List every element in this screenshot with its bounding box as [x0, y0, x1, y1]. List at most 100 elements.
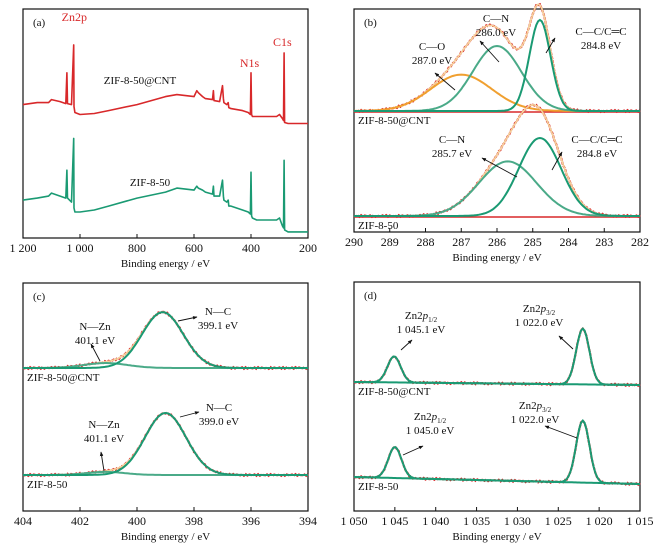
panel-label: (c) [33, 291, 46, 303]
x-tick-label: 287 [452, 235, 470, 249]
raw-data-zif-8-50 [22, 411, 309, 478]
annotation-arrow [90, 343, 101, 362]
x-tick-label: 600 [185, 241, 203, 255]
sample-label-zif-8-50: ZIF-8-50 [358, 481, 399, 493]
x-tick-label: 1 040 [422, 514, 449, 528]
x-tick-label: 282 [631, 235, 649, 249]
annotation-arrow [551, 151, 563, 171]
x-tick-label: 285 [524, 235, 542, 249]
series-line-zif-8-50 [22, 137, 308, 233]
label-main: Zn2 [523, 303, 541, 315]
x-tick-label: 400 [242, 241, 260, 255]
x-tick-label: 288 [417, 235, 435, 249]
x-tick-label: 200 [299, 241, 317, 255]
component-peak-c-c-c-c [354, 18, 640, 112]
x-tick-label: 1 025 [545, 514, 572, 528]
component-label: C—C/C═C [575, 26, 626, 38]
component-label: C—N [483, 13, 509, 25]
component-peak-n-c [23, 311, 308, 369]
component-label: N—C [205, 306, 231, 318]
peak-label-zn2p: Zn2p [62, 10, 87, 24]
component-energy-label: 284.8 eV [577, 148, 617, 160]
component-energy-label: 399.1 eV [198, 320, 238, 332]
x-tick-label: 1 035 [463, 514, 490, 528]
component-energy-label: 1 045.1 eV [397, 324, 446, 336]
x-tick-label: 1 050 [341, 514, 368, 528]
peak-label-c1s: C1s [273, 35, 292, 49]
component-peak-n-c [23, 411, 308, 476]
panel-b: 290 289 288 287 286 285 284 283 282 Binding energ… [345, 2, 649, 264]
panel-c: 404 402 400 398 396 394 Binding energy / eV (c)… [14, 282, 317, 543]
panel-label: (b) [364, 17, 377, 29]
annotation-arrow [434, 72, 456, 91]
raw-data-zif-8-50-cnt [22, 310, 309, 371]
label-italic: p [431, 411, 438, 423]
label-main: Zn2 [519, 400, 537, 412]
x-tick-label: 400 [128, 514, 146, 528]
annotation-arrow [544, 425, 578, 439]
x-axis-label: Binding energy / eV [452, 531, 541, 543]
x-tick-label: 284 [560, 235, 578, 249]
component-label: Zn2p3/2 [523, 303, 556, 317]
x-tick-label: 394 [299, 514, 317, 528]
annotation-arrow [179, 411, 200, 418]
sample-label-zif-8-50: ZIF-8-50 [130, 177, 171, 189]
x-axis-label: Binding energy / eV [121, 258, 210, 270]
component-energy-label: 399.0 eV [199, 416, 239, 428]
component-label: C—O [419, 41, 445, 53]
x-tick-label: 1 020 [586, 514, 613, 528]
component-energy-label: 401.1 eV [84, 433, 124, 445]
x-tick-label: 396 [242, 514, 260, 528]
component-label: C—N [439, 134, 465, 146]
component-energy-label: 287.0 eV [412, 55, 452, 67]
sample-label-zif-8-50: ZIF-8-50 [358, 220, 399, 232]
panel-a: 1 200 1 000 800 600 400 200 Binding energy / e… [10, 8, 317, 270]
component-energy-label: 284.8 eV [581, 40, 621, 52]
component-energy-label: 1 022.0 eV [515, 317, 564, 329]
annotation-arrow [99, 451, 105, 472]
label-subscript: 1/2 [437, 417, 446, 425]
annotation-arrow [177, 316, 198, 322]
annotation-arrow [479, 40, 500, 63]
series-line-zif-8-50-cnt [22, 44, 308, 125]
x-tick-label: 289 [381, 235, 399, 249]
sample-label-zif-8-50-cnt: ZIF-8-50@CNT [358, 115, 431, 127]
sample-label-zif-8-50-cnt: ZIF-8-50@CNT [104, 75, 177, 87]
component-energy-label: 1 022.0 eV [511, 414, 560, 426]
x-tick-label: 1 015 [627, 514, 654, 528]
component-label: Zn2p1/2 [414, 411, 447, 425]
plot-frame [22, 282, 309, 512]
component-peak-zn2p3-2 [354, 327, 640, 386]
x-tick-label: 800 [128, 241, 146, 255]
component-label: N—Zn [88, 419, 120, 431]
label-main: Zn2 [414, 411, 432, 423]
peak-label-n1s: N1s [240, 56, 260, 70]
fit-envelope [23, 311, 308, 369]
component-energy-label: 1 045.0 eV [406, 425, 455, 437]
x-tick-label: 283 [595, 235, 613, 249]
sample-label-zif-8-50: ZIF-8-50 [27, 479, 68, 491]
sample-label-zif-8-50-cnt: ZIF-8-50@CNT [358, 386, 431, 398]
label-subscript: 3/2 [542, 406, 551, 414]
sample-label-zif-8-50-cnt: ZIF-8-50@CNT [27, 372, 100, 384]
annotation-arrow [558, 335, 574, 350]
x-axis-label: Binding energy / eV [121, 531, 210, 543]
x-tick-label: 1 030 [504, 514, 531, 528]
x-tick-label: 290 [345, 235, 363, 249]
annotation-arrow [400, 339, 413, 351]
panel-label: (a) [33, 17, 46, 29]
component-peak-c-o [354, 73, 640, 112]
label-italic: p [422, 310, 429, 322]
component-label: Zn2p3/2 [519, 400, 552, 414]
plot-frame [353, 281, 641, 512]
component-peak-c-n [354, 44, 640, 112]
component-peak-zn2p3-2 [354, 418, 640, 485]
plot-frame [22, 8, 309, 239]
annotation-arrow [545, 37, 556, 54]
x-tick-label: 1 200 [10, 241, 37, 255]
label-main: Zn2 [405, 310, 423, 322]
annotation-arrow [402, 445, 424, 456]
annotation-arrow [481, 157, 518, 178]
label-subscript: 1/2 [428, 316, 437, 324]
